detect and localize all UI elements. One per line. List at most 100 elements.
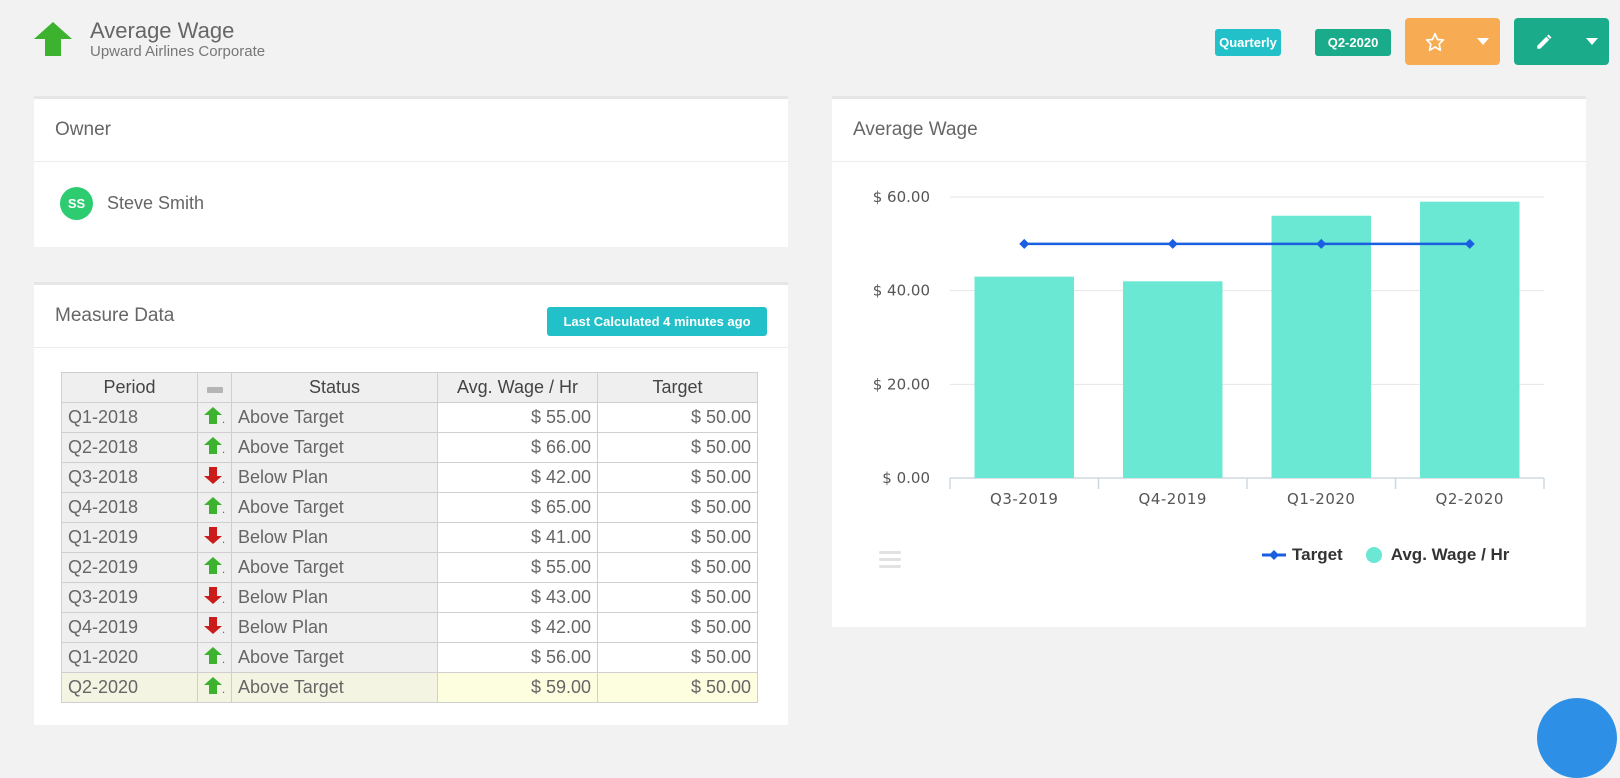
chart-legend: Target Avg. Wage / Hr: [1262, 545, 1531, 565]
cell-avg-wage: $ 42.00: [437, 612, 598, 643]
table-row[interactable]: Q3-2018. Below Plan $ 42.00 $ 50.00: [61, 462, 758, 493]
y-tick-label: $ 40.00: [873, 282, 930, 300]
target-point: [1316, 238, 1327, 249]
cell-trend: .: [197, 522, 232, 553]
last-calculated-badge: Last Calculated 4 minutes ago: [547, 307, 767, 336]
cell-trend: .: [197, 612, 232, 643]
floating-action-button[interactable]: [1537, 698, 1617, 778]
cell-target: $ 50.00: [597, 432, 758, 463]
table-row[interactable]: Q2-2020. Above Target $ 59.00 $ 50.00: [61, 672, 758, 703]
cell-period: Q2-2019: [61, 552, 198, 583]
arrow-up-icon: [203, 676, 222, 694]
cell-target: $ 50.00: [597, 582, 758, 613]
owner-row[interactable]: SS Steve Smith: [60, 187, 204, 220]
table-row[interactable]: Q1-2019. Below Plan $ 41.00 $ 50.00: [61, 522, 758, 553]
bar: [1271, 215, 1371, 478]
bar-chart: $ 0.00 $ 20.00 $ 40.00 $ 60.00 Q3-2019 Q4-201…: [873, 188, 1545, 508]
edit-button[interactable]: [1514, 18, 1574, 65]
bar: [974, 276, 1074, 478]
chart-panel: Average Wage $ 0.00 $ 20.00 $ 40.00 $ 60.00…: [832, 96, 1586, 627]
cell-status: Below Plan: [231, 612, 438, 643]
cell-status: Above Target: [231, 432, 438, 463]
cell-period: Q2-2020: [61, 672, 198, 703]
arrow-up-icon: [203, 496, 222, 514]
column-header-avg-wage[interactable]: Avg. Wage / Hr: [437, 372, 598, 403]
favorite-button[interactable]: [1405, 18, 1465, 65]
page-title: Average Wage: [90, 18, 235, 43]
cell-trend: .: [197, 552, 232, 583]
arrow-up-icon: [203, 556, 222, 574]
column-header-trend[interactable]: [197, 372, 232, 403]
arrow-down-icon: [203, 616, 222, 634]
y-tick-label: $ 0.00: [882, 469, 930, 487]
y-tick-label: $ 60.00: [873, 188, 930, 206]
cell-avg-wage: $ 59.00: [437, 672, 598, 703]
minus-icon: [206, 387, 223, 393]
table-row[interactable]: Q4-2018. Above Target $ 65.00 $ 50.00: [61, 492, 758, 523]
cell-period: Q1-2018: [61, 402, 198, 433]
legend-label-target: Target: [1292, 545, 1343, 564]
cell-status: Above Target: [231, 672, 438, 703]
table-row[interactable]: Q1-2018. Above Target $ 55.00 $ 50.00: [61, 402, 758, 433]
x-tick-label: Q3-2019: [990, 490, 1058, 508]
cell-target: $ 50.00: [597, 612, 758, 643]
arrow-down-icon: [203, 466, 222, 484]
owner-heading: Owner: [34, 99, 788, 162]
legend-label-avg-wage: Avg. Wage / Hr: [1390, 545, 1510, 564]
arrow-down-icon: [203, 526, 222, 544]
period-badge[interactable]: Quarterly: [1215, 29, 1281, 56]
cell-trend: .: [197, 672, 232, 703]
circle-icon: [1365, 547, 1382, 563]
cell-target: $ 50.00: [597, 522, 758, 553]
target-point: [1019, 238, 1030, 249]
cell-trend: .: [197, 432, 232, 463]
cell-avg-wage: $ 56.00: [437, 642, 598, 673]
arrow-up-icon: [203, 646, 222, 664]
cell-period: Q1-2020: [61, 642, 198, 673]
legend-item-avg-wage[interactable]: Avg. Wage / Hr: [1365, 545, 1510, 565]
cell-trend: .: [197, 642, 232, 673]
cell-period: Q3-2018: [61, 462, 198, 493]
arrow-up-icon: [203, 406, 222, 424]
cell-target: $ 50.00: [597, 462, 758, 493]
table-row[interactable]: Q1-2020. Above Target $ 56.00 $ 50.00: [61, 642, 758, 673]
measure-table: Period Status Avg. Wage / Hr Target Q1-2…: [61, 372, 758, 703]
legend-item-target[interactable]: Target: [1262, 545, 1343, 565]
diamond-line-icon: [1262, 550, 1286, 560]
cell-status: Below Plan: [231, 462, 438, 493]
measure-data-panel: Measure Data Last Calculated 4 minutes a…: [34, 282, 788, 725]
arrow-down-icon: [203, 586, 222, 604]
quarter-badge[interactable]: Q2-2020: [1315, 29, 1391, 56]
cell-status: Above Target: [231, 402, 438, 433]
cell-target: $ 50.00: [597, 492, 758, 523]
cell-period: Q2-2018: [61, 432, 198, 463]
column-header-status[interactable]: Status: [231, 372, 438, 403]
x-tick-label: Q4-2019: [1139, 490, 1207, 508]
caret-down-icon: [1585, 37, 1598, 45]
cell-status: Below Plan: [231, 582, 438, 613]
cell-trend: .: [197, 492, 232, 523]
cell-avg-wage: $ 55.00: [437, 402, 598, 433]
cell-trend: .: [197, 402, 232, 433]
cell-period: Q3-2019: [61, 582, 198, 613]
column-header-period[interactable]: Period: [61, 372, 198, 403]
bar: [1123, 281, 1223, 478]
table-row[interactable]: Q4-2019. Below Plan $ 42.00 $ 50.00: [61, 612, 758, 643]
arrow-up-icon: [34, 22, 72, 56]
y-tick-label: $ 20.00: [873, 375, 930, 393]
cell-target: $ 50.00: [597, 672, 758, 703]
favorite-dropdown-button[interactable]: [1465, 18, 1500, 65]
chart-menu-icon[interactable]: [879, 551, 901, 572]
cell-avg-wage: $ 42.00: [437, 462, 598, 493]
table-row[interactable]: Q2-2019. Above Target $ 55.00 $ 50.00: [61, 552, 758, 583]
cell-avg-wage: $ 55.00: [437, 552, 598, 583]
star-icon: [1425, 32, 1445, 51]
edit-dropdown-button[interactable]: [1574, 18, 1609, 65]
column-header-target[interactable]: Target: [597, 372, 758, 403]
cell-avg-wage: $ 65.00: [437, 492, 598, 523]
table-row[interactable]: Q2-2018. Above Target $ 66.00 $ 50.00: [61, 432, 758, 463]
avatar: SS: [60, 187, 93, 220]
owner-panel: Owner SS Steve Smith: [34, 96, 788, 247]
cell-period: Q4-2019: [61, 612, 198, 643]
table-row[interactable]: Q3-2019. Below Plan $ 43.00 $ 50.00: [61, 582, 758, 613]
